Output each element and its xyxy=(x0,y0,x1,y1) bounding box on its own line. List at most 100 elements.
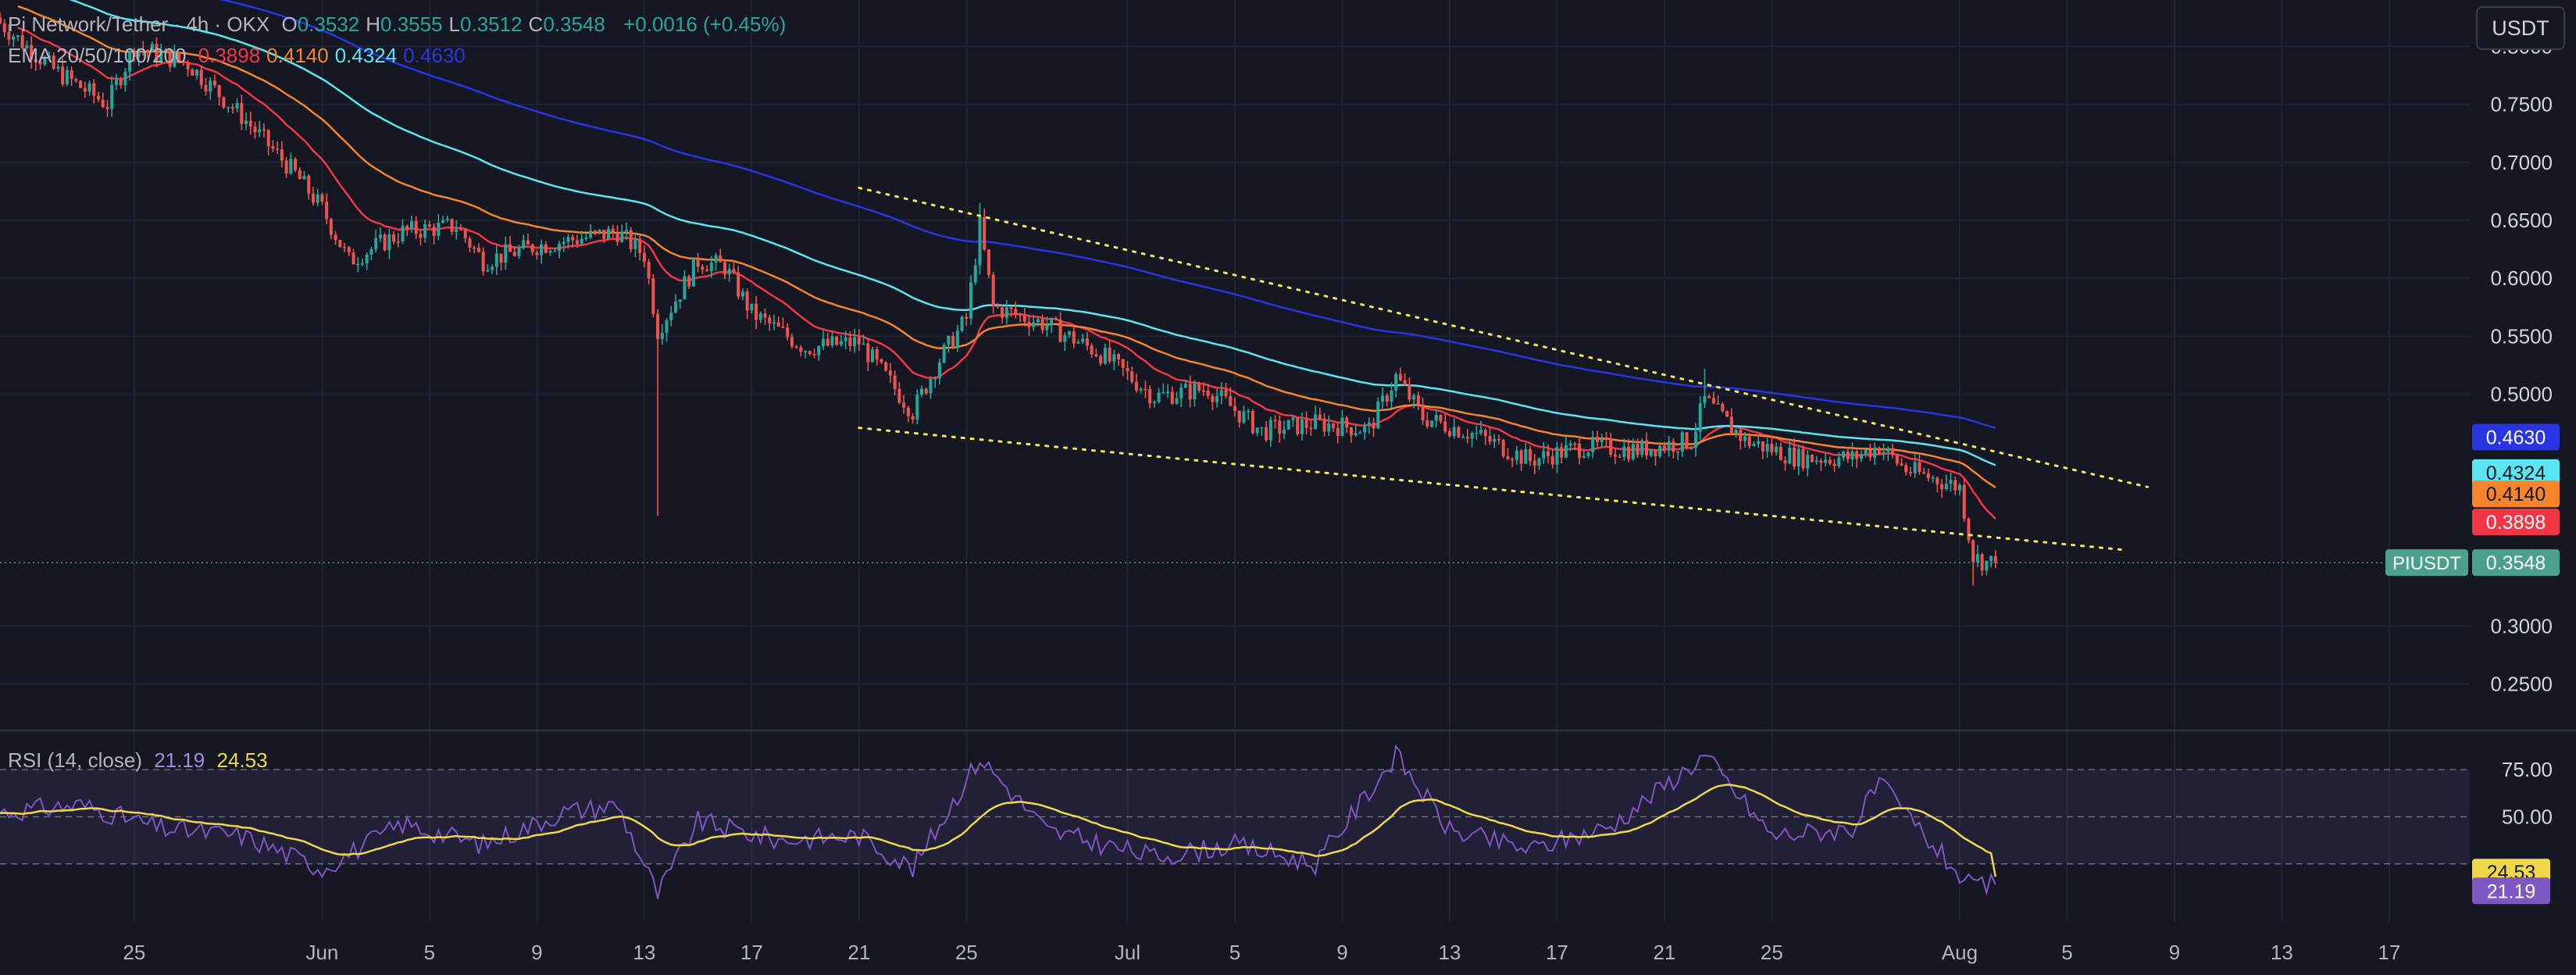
candle-body xyxy=(1103,347,1107,364)
y-tick-label: 0.2500 xyxy=(2490,673,2553,696)
ema-legend: EMA 20/50/100/200 0.3898 0.4140 0.4324 0.46… xyxy=(8,44,478,68)
candle-body xyxy=(701,266,705,270)
candle-body xyxy=(1045,325,1049,330)
rsi-line xyxy=(0,744,1996,899)
candle-body xyxy=(1949,480,1953,484)
currency-button[interactable]: USDT xyxy=(2476,6,2565,50)
candle-body xyxy=(1242,411,1246,423)
candle-body xyxy=(316,194,319,203)
candle-body xyxy=(230,106,234,109)
price-change: +0.0016 (+0.45%) xyxy=(623,12,787,36)
candle-body xyxy=(1640,440,1644,455)
candle-body xyxy=(611,228,615,233)
candle-body xyxy=(1703,395,1707,404)
ema-line-20 xyxy=(17,27,1996,520)
candle-body xyxy=(476,248,480,252)
candle-body xyxy=(705,270,709,272)
candle-body xyxy=(1336,427,1340,436)
candle-body xyxy=(1882,452,1886,455)
candle-body xyxy=(1022,314,1026,322)
candle-body xyxy=(1237,410,1241,423)
candle-body xyxy=(1332,423,1336,428)
candle-body xyxy=(1050,318,1054,326)
candle-body xyxy=(432,227,436,237)
candle-body xyxy=(1144,388,1147,391)
candle-body xyxy=(1367,422,1371,425)
candle-body xyxy=(727,269,731,275)
candle-body xyxy=(866,343,870,362)
candle-body xyxy=(1014,309,1018,315)
candle-body xyxy=(835,336,839,345)
candle-body xyxy=(1698,403,1702,432)
candle-body xyxy=(669,312,673,320)
candle-body xyxy=(1685,432,1689,448)
candle-body xyxy=(647,262,651,279)
candle-body xyxy=(1957,484,1961,491)
candle-body xyxy=(1363,424,1367,433)
candle-body xyxy=(168,49,172,67)
candle-body xyxy=(65,70,69,84)
candle-body xyxy=(1926,473,1930,478)
candle-body xyxy=(1421,405,1425,420)
candle-body xyxy=(173,52,177,67)
candle-body xyxy=(1515,450,1518,460)
candle-body xyxy=(141,48,145,51)
candle-body xyxy=(1793,447,1796,467)
candle-body xyxy=(763,313,767,318)
candle-body xyxy=(1519,450,1523,464)
candle-body xyxy=(405,226,409,230)
price-label-text: 0.3898 xyxy=(2486,512,2546,534)
candle-body xyxy=(884,362,888,371)
candle-body xyxy=(1900,463,1903,466)
candle-body xyxy=(535,252,539,255)
x-tick-label: Aug xyxy=(1942,941,1978,964)
candle-body xyxy=(48,55,52,59)
candle-body xyxy=(853,337,857,346)
candle-body xyxy=(1864,449,1868,455)
candle-body xyxy=(30,45,34,60)
candle-body xyxy=(817,346,821,355)
candle-body xyxy=(1117,354,1121,359)
candle-body xyxy=(575,240,579,245)
candle-body xyxy=(1662,445,1666,451)
candle-body xyxy=(97,95,101,100)
candle-body xyxy=(732,269,736,273)
ema-value: 0.3898 xyxy=(198,44,261,67)
candle-body xyxy=(374,238,378,249)
candle-body xyxy=(1090,345,1094,355)
price-label-text: 0.4140 xyxy=(2486,484,2546,505)
candle-body xyxy=(163,49,167,52)
candle-body xyxy=(1345,417,1349,427)
candle-body xyxy=(1971,540,1975,562)
candle-body xyxy=(737,272,740,297)
candle-body xyxy=(1613,454,1617,457)
candle-body xyxy=(38,62,42,65)
candle-body xyxy=(1376,402,1380,429)
candle-body xyxy=(128,51,132,72)
candle-body xyxy=(1291,417,1295,420)
candle-body xyxy=(1161,392,1165,394)
candle-body xyxy=(83,88,87,92)
candle-body xyxy=(1891,448,1895,455)
ema-value: 0.4140 xyxy=(266,44,329,67)
candle-body xyxy=(1219,390,1223,396)
candle-body xyxy=(1403,380,1407,385)
candle-body xyxy=(1004,307,1008,318)
candle-body xyxy=(768,317,772,323)
candle-body xyxy=(186,62,190,70)
candle-body xyxy=(1850,451,1854,459)
rsi-value: 21.19 xyxy=(154,748,205,772)
candle-body xyxy=(383,234,387,251)
candle-body xyxy=(1443,421,1447,432)
candle-body xyxy=(1618,456,1622,458)
candle-body xyxy=(598,229,601,231)
candle-body xyxy=(276,148,280,150)
ema-lines xyxy=(17,0,1996,520)
candle-body xyxy=(468,238,472,248)
candle-body xyxy=(445,219,449,220)
candle-body xyxy=(1511,459,1515,461)
candle-body xyxy=(1846,452,1850,459)
candle-body xyxy=(338,240,342,248)
candle-body xyxy=(1408,384,1411,400)
